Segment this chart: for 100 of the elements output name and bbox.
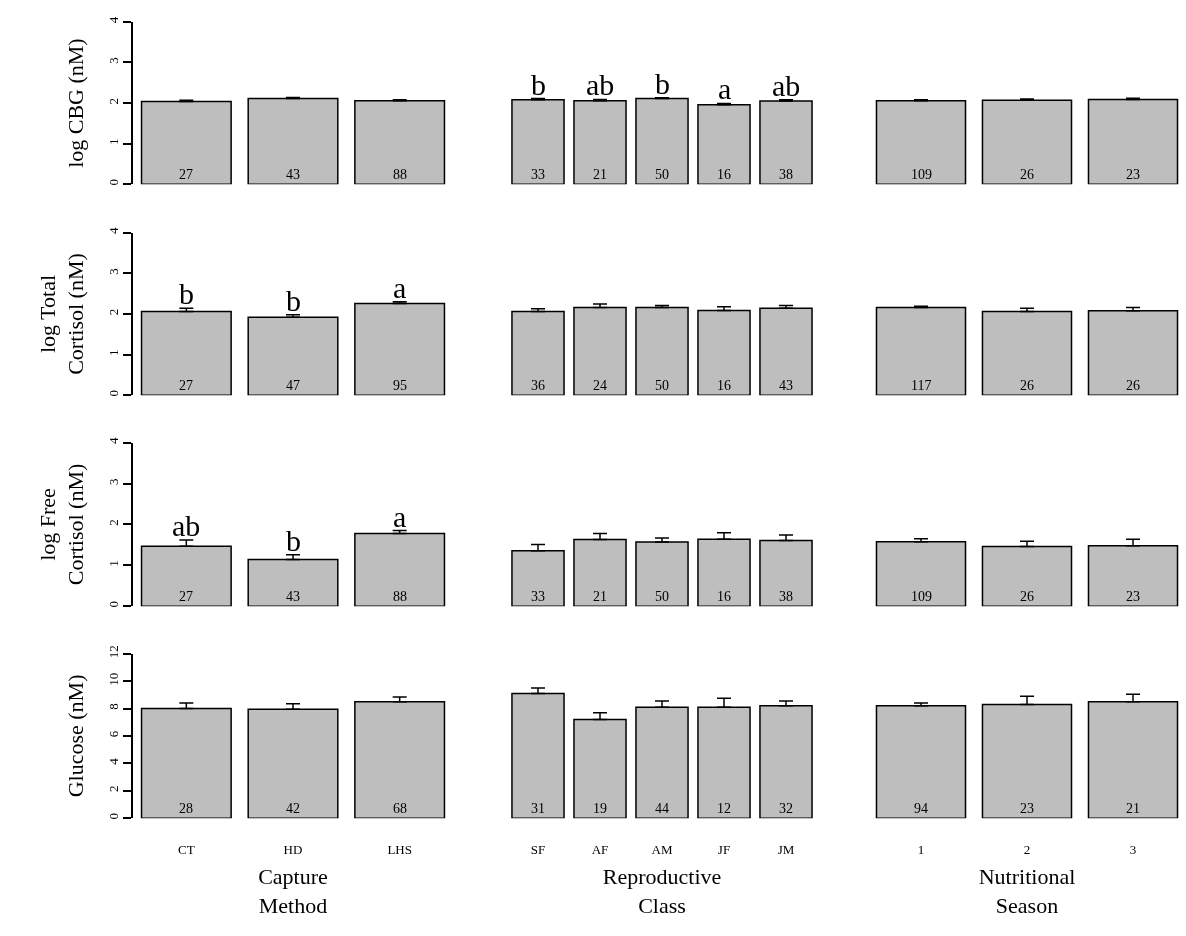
y-tick-label: 2: [106, 97, 122, 105]
annotation: 38: [779, 167, 793, 182]
y-tick-label: 3: [106, 57, 122, 64]
x-tick-label: 2: [1023, 842, 1031, 858]
annotation: 88: [393, 167, 407, 182]
annotation: ab: [772, 69, 801, 102]
annotation: 16: [717, 378, 731, 393]
annotation: b: [531, 68, 546, 101]
annotation: 33: [531, 167, 545, 182]
annotation: b: [286, 524, 301, 557]
y-tick-label: 3: [106, 268, 122, 275]
annotation: 28: [179, 801, 193, 816]
x-tick-label: 3: [1129, 842, 1137, 858]
annotation: 88: [393, 589, 407, 604]
annotation: 43: [286, 589, 300, 604]
y-tick-label: 10: [106, 672, 122, 686]
annotation: 27: [179, 589, 193, 604]
annotation: 23: [1126, 167, 1140, 182]
y-tick-label: 3: [106, 478, 122, 485]
annotation: 27: [179, 167, 193, 182]
annotation: 68: [393, 801, 407, 816]
annotation: 32: [779, 801, 793, 816]
y-axis-title: Glucose (nM): [63, 674, 89, 798]
y-tick-label: 4: [106, 757, 122, 765]
x-axis-title: Capture Method: [258, 864, 328, 918]
x-tick-label: HD: [283, 842, 303, 858]
bar: [247, 316, 339, 396]
bar: [354, 532, 446, 607]
annotation: 23: [1126, 589, 1140, 604]
annotation: 50: [655, 589, 669, 604]
annotation: 26: [1020, 378, 1034, 393]
y-axis-title: log CBG (nM): [63, 38, 89, 168]
bar: [247, 558, 339, 607]
y-axis-title: log Free Cortisol (nM): [34, 463, 89, 586]
annotation: 38: [779, 589, 793, 604]
annotation: 16: [717, 167, 731, 182]
x-tick-label: 1: [917, 842, 925, 858]
y-tick-label: 2: [106, 519, 122, 526]
bar: [354, 302, 446, 396]
annotation: 21: [593, 589, 607, 604]
x-tick-label: AF: [591, 842, 609, 858]
x-tick-label: CT: [178, 842, 195, 858]
y-tick-label: 8: [106, 703, 122, 710]
annotation: 36: [531, 378, 545, 393]
y-tick-label: 4: [106, 16, 122, 24]
y-tick-label: 0: [106, 600, 122, 608]
y-tick-label: 0: [106, 812, 122, 820]
annotation: 43: [779, 378, 793, 393]
annotation: 50: [655, 167, 669, 182]
annotation: b: [286, 284, 301, 317]
annotation: 117: [911, 378, 932, 393]
x-tick-label: SF: [530, 842, 546, 858]
x-tick-label: JF: [717, 842, 731, 858]
annotation: b: [655, 67, 670, 100]
y-tick-label: 1: [106, 138, 122, 145]
annotation: 109: [911, 167, 932, 182]
annotation: 26: [1020, 589, 1034, 604]
y-tick-label: 2: [106, 308, 122, 316]
annotation: 12: [717, 801, 731, 816]
y-tick-label: 12: [106, 645, 122, 659]
annotation: 19: [593, 801, 607, 816]
annotation: ab: [586, 68, 615, 101]
annotation: 24: [593, 378, 607, 393]
y-tick-label: 2: [106, 785, 122, 793]
y-tick-label: 0: [106, 390, 122, 397]
annotation: 26: [1126, 378, 1140, 393]
annotation: 47: [286, 378, 300, 393]
bar: [635, 541, 689, 607]
y-tick-label: 6: [106, 730, 122, 738]
annotation: 21: [593, 167, 607, 182]
annotation: 95: [393, 378, 407, 393]
annotation: 33: [531, 589, 545, 604]
bar: [140, 310, 232, 396]
y-tick-label: 4: [106, 227, 122, 235]
annotation: a: [393, 500, 407, 533]
annotation: 21: [1126, 801, 1140, 816]
y-axis-title: log Total Cortisol (nM): [34, 253, 89, 375]
annotation: 26: [1020, 167, 1034, 182]
annotation: b: [179, 277, 194, 310]
y-tick-label: 1: [106, 349, 122, 356]
y-tick-label: 1: [106, 560, 122, 567]
annotation: 44: [655, 801, 669, 816]
annotation: 31: [531, 801, 545, 816]
annotation: 94: [914, 801, 928, 816]
annotation: a: [718, 72, 732, 105]
annotation: 109: [911, 589, 932, 604]
annotation: ab: [172, 509, 201, 542]
annotation: 23: [1020, 801, 1034, 816]
x-axis-title: Reproductive Class: [602, 864, 722, 918]
x-tick-label: JM: [777, 842, 795, 858]
annotation: 42: [286, 801, 300, 816]
annotation: 50: [655, 378, 669, 393]
y-tick-label: 0: [106, 179, 122, 186]
y-tick-label: 4: [106, 437, 122, 445]
x-tick-label: LHS: [387, 842, 412, 858]
x-axis-title: Nutritional Season: [978, 864, 1076, 918]
annotation: a: [393, 271, 407, 304]
annotation: 16: [717, 589, 731, 604]
annotation: 43: [286, 167, 300, 182]
x-tick-label: AM: [651, 842, 673, 858]
